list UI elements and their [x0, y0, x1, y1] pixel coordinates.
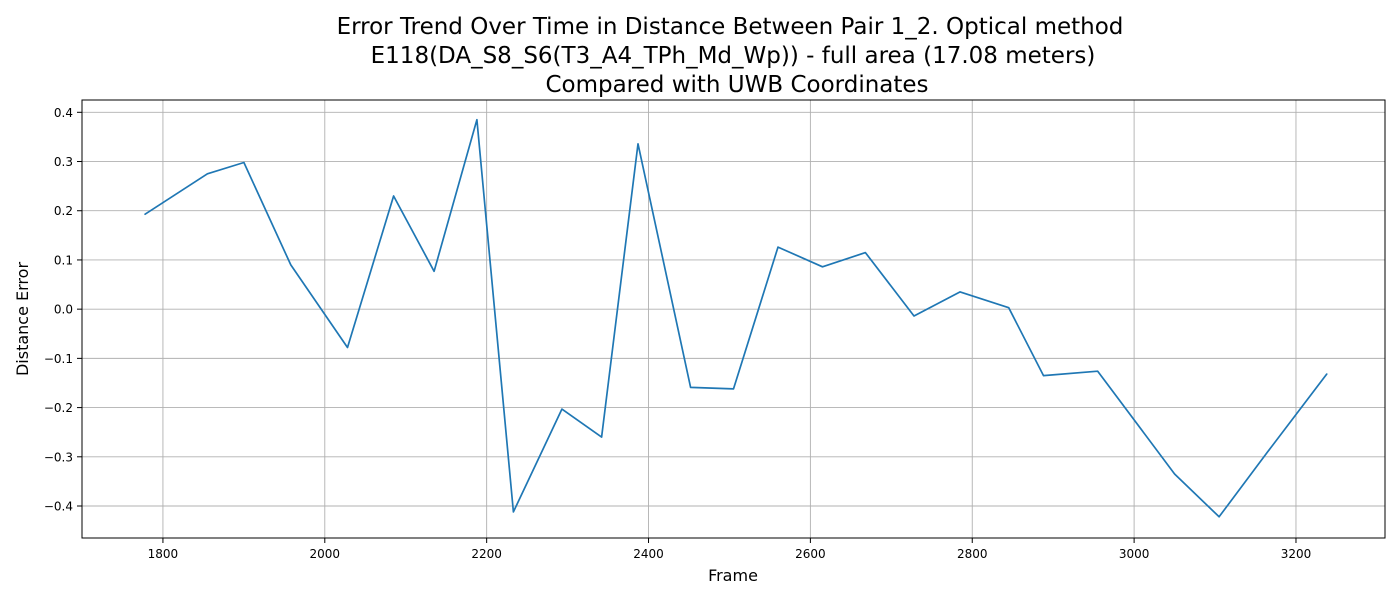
chart-title-line-3: Compared with UWB Coordinates: [545, 72, 928, 98]
x-tick-label: 3000: [1119, 547, 1150, 561]
x-tick-label: 2200: [471, 547, 502, 561]
y-axis: −0.4 −0.3 −0.2 −0.1 0.0 0.1 0.2 0.3 0.4: [44, 106, 82, 514]
y-tick-label: −0.3: [44, 450, 73, 464]
series-layer: [144, 118, 1328, 518]
y-tick-label: 0.4: [54, 106, 73, 120]
y-tick-label: −0.4: [44, 500, 73, 514]
plot-frame: [81, 99, 1386, 539]
x-tick-label: 3200: [1281, 547, 1312, 561]
y-axis-label: Distance Error: [13, 262, 32, 376]
x-axis-label: Frame: [708, 566, 758, 585]
chart-title: Error Trend Over Time in Distance Betwee…: [337, 14, 1124, 98]
x-tick-label: 2800: [957, 547, 988, 561]
x-tick-label: 1800: [148, 547, 179, 561]
y-tick-label: 0.0: [54, 303, 73, 317]
chart-title-line-1: Error Trend Over Time in Distance Betwee…: [337, 14, 1124, 40]
y-tick-label: −0.2: [44, 401, 73, 415]
y-tick-label: 0.3: [54, 155, 73, 169]
x-tick-label: 2400: [633, 547, 664, 561]
series-line: [144, 118, 1328, 518]
chart-title-line-2: E118(DA_S8_S6(T3_A4_TPh_Md_Wp)) - full a…: [371, 43, 1096, 69]
x-tick-label: 2000: [310, 547, 341, 561]
y-tick-label: 0.1: [54, 253, 73, 267]
y-tick-label: 0.2: [54, 204, 73, 218]
x-axis: 1800 2000 2200 2400 2600 2800 3000 3200: [148, 538, 1312, 561]
x-tick-label: 2600: [795, 547, 826, 561]
grid: [82, 100, 1385, 538]
y-tick-label: −0.1: [44, 352, 73, 366]
